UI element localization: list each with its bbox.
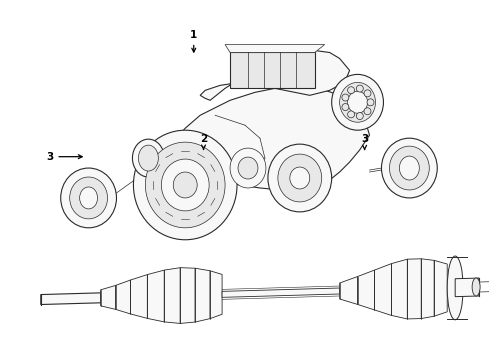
Ellipse shape <box>472 278 480 296</box>
Polygon shape <box>150 142 185 172</box>
Polygon shape <box>210 271 222 319</box>
Ellipse shape <box>332 75 384 130</box>
Circle shape <box>367 99 374 106</box>
Polygon shape <box>41 293 100 305</box>
Ellipse shape <box>268 144 332 212</box>
Ellipse shape <box>238 157 258 179</box>
Circle shape <box>356 85 363 92</box>
Polygon shape <box>374 264 392 315</box>
Text: 2: 2 <box>200 134 207 149</box>
Text: 3: 3 <box>46 152 82 162</box>
Ellipse shape <box>132 139 164 177</box>
Polygon shape <box>164 268 180 323</box>
Polygon shape <box>421 259 434 319</box>
Polygon shape <box>407 259 421 319</box>
Circle shape <box>347 111 355 118</box>
Ellipse shape <box>61 168 117 228</box>
Text: 1: 1 <box>190 30 197 52</box>
Circle shape <box>364 90 371 97</box>
Polygon shape <box>200 50 349 100</box>
Ellipse shape <box>161 159 209 211</box>
Polygon shape <box>141 85 369 192</box>
Ellipse shape <box>133 130 237 240</box>
Polygon shape <box>225 45 325 53</box>
Ellipse shape <box>347 91 368 113</box>
Circle shape <box>356 113 363 120</box>
Polygon shape <box>116 280 130 314</box>
Text: 3: 3 <box>361 134 368 150</box>
Polygon shape <box>147 270 164 322</box>
Polygon shape <box>434 260 447 316</box>
Circle shape <box>364 108 371 115</box>
Polygon shape <box>195 268 210 322</box>
Ellipse shape <box>447 256 463 320</box>
Ellipse shape <box>70 177 107 219</box>
Circle shape <box>342 94 349 101</box>
Polygon shape <box>222 288 340 297</box>
Polygon shape <box>100 285 116 309</box>
Circle shape <box>347 87 355 94</box>
Polygon shape <box>340 276 358 305</box>
Ellipse shape <box>230 148 266 188</box>
Ellipse shape <box>80 187 98 209</box>
Ellipse shape <box>290 167 310 189</box>
Polygon shape <box>455 278 479 297</box>
Polygon shape <box>180 268 195 323</box>
Circle shape <box>342 104 349 111</box>
Ellipse shape <box>390 146 429 190</box>
Polygon shape <box>230 53 315 88</box>
Ellipse shape <box>173 172 197 198</box>
Polygon shape <box>358 270 374 310</box>
Ellipse shape <box>146 142 225 228</box>
Ellipse shape <box>278 154 322 202</box>
Polygon shape <box>392 259 407 319</box>
Ellipse shape <box>340 82 375 122</box>
Polygon shape <box>130 275 147 318</box>
Ellipse shape <box>382 138 437 198</box>
Ellipse shape <box>399 156 419 180</box>
Ellipse shape <box>138 145 158 171</box>
